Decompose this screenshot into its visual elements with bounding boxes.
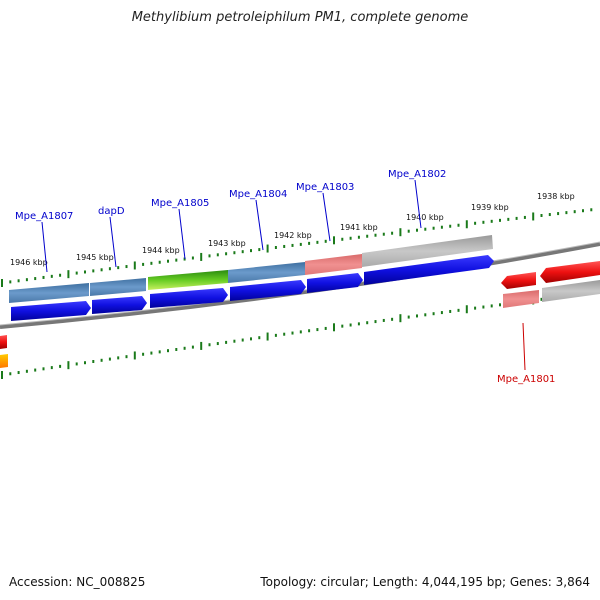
kbp-label: 1942 kbp bbox=[274, 231, 312, 240]
kbp-label: 1946 kbp bbox=[10, 258, 48, 267]
cds-arrow-mpe-a1805[interactable] bbox=[150, 288, 228, 308]
feature-mpe-a1801[interactable] bbox=[503, 290, 539, 308]
cds-arrow-mpe-a1803[interactable] bbox=[307, 273, 363, 293]
kbp-label: 1938 kbp bbox=[537, 192, 575, 201]
label-leader-mpe-a1801 bbox=[522, 322, 526, 371]
cds-arrow-dapd[interactable] bbox=[92, 296, 147, 314]
genome-stats-text: Topology: circular; Length: 4,044,195 bp… bbox=[260, 575, 590, 589]
gene-label-mpe-a1801[interactable]: Mpe_A1801 bbox=[497, 374, 555, 385]
kbp-label: 1940 kbp bbox=[406, 213, 444, 222]
cds-arrow-mpe-a1802[interactable] bbox=[364, 255, 494, 285]
feature-gray-right[interactable] bbox=[542, 280, 600, 302]
kbp-label: 1944 kbp bbox=[142, 246, 180, 255]
gene-label-mpe-a1802[interactable]: Mpe_A1802 bbox=[388, 169, 446, 180]
cds-arrow-mpe-a1807[interactable] bbox=[11, 301, 91, 321]
gene-label-mpe-a1807[interactable]: Mpe_A1807 bbox=[15, 211, 73, 222]
gene-label-mpe-a1803[interactable]: Mpe_A1803 bbox=[296, 182, 354, 193]
feature-mpe-a1805[interactable] bbox=[148, 270, 228, 290]
label-leaders bbox=[41, 179, 422, 273]
gene-label-dapd[interactable]: dapD bbox=[98, 206, 125, 217]
map-title: Methylibium petroleiphilum PM1, complete… bbox=[131, 10, 469, 25]
cds-arrow-reverse[interactable] bbox=[540, 261, 600, 283]
feature-mpe-a1803[interactable] bbox=[305, 254, 362, 275]
gene-label-mpe-a1805[interactable]: Mpe_A1805 bbox=[151, 198, 209, 209]
feature-track bbox=[9, 235, 493, 303]
inner-tick-ruler bbox=[1, 291, 593, 379]
feature-mpe-a1802[interactable] bbox=[362, 235, 493, 267]
kbp-label: 1943 kbp bbox=[208, 239, 246, 248]
kbp-label: 1939 kbp bbox=[471, 203, 509, 212]
gene-label-mpe-a1804[interactable]: Mpe_A1804 bbox=[229, 189, 287, 200]
cds-arrow-mpe-a1804[interactable] bbox=[230, 280, 306, 301]
kbp-label: 1941 kbp bbox=[340, 223, 378, 232]
forward-cds-track bbox=[11, 255, 494, 321]
feature-orange-left-edge[interactable] bbox=[0, 354, 8, 368]
feature-mpe-a1807[interactable] bbox=[9, 283, 89, 303]
kbp-label: 1945 kbp bbox=[76, 253, 114, 262]
outer-tick-ruler bbox=[1, 208, 593, 287]
reverse-cds-track bbox=[0, 261, 600, 368]
cds-arrow-left-edge[interactable] bbox=[0, 335, 7, 349]
feature-mpe-a1804[interactable] bbox=[228, 262, 305, 283]
cds-arrow-mpe-a1801[interactable] bbox=[501, 272, 536, 289]
feature-dapd[interactable] bbox=[90, 278, 146, 296]
accession-text: Accession: NC_008825 bbox=[9, 575, 146, 589]
